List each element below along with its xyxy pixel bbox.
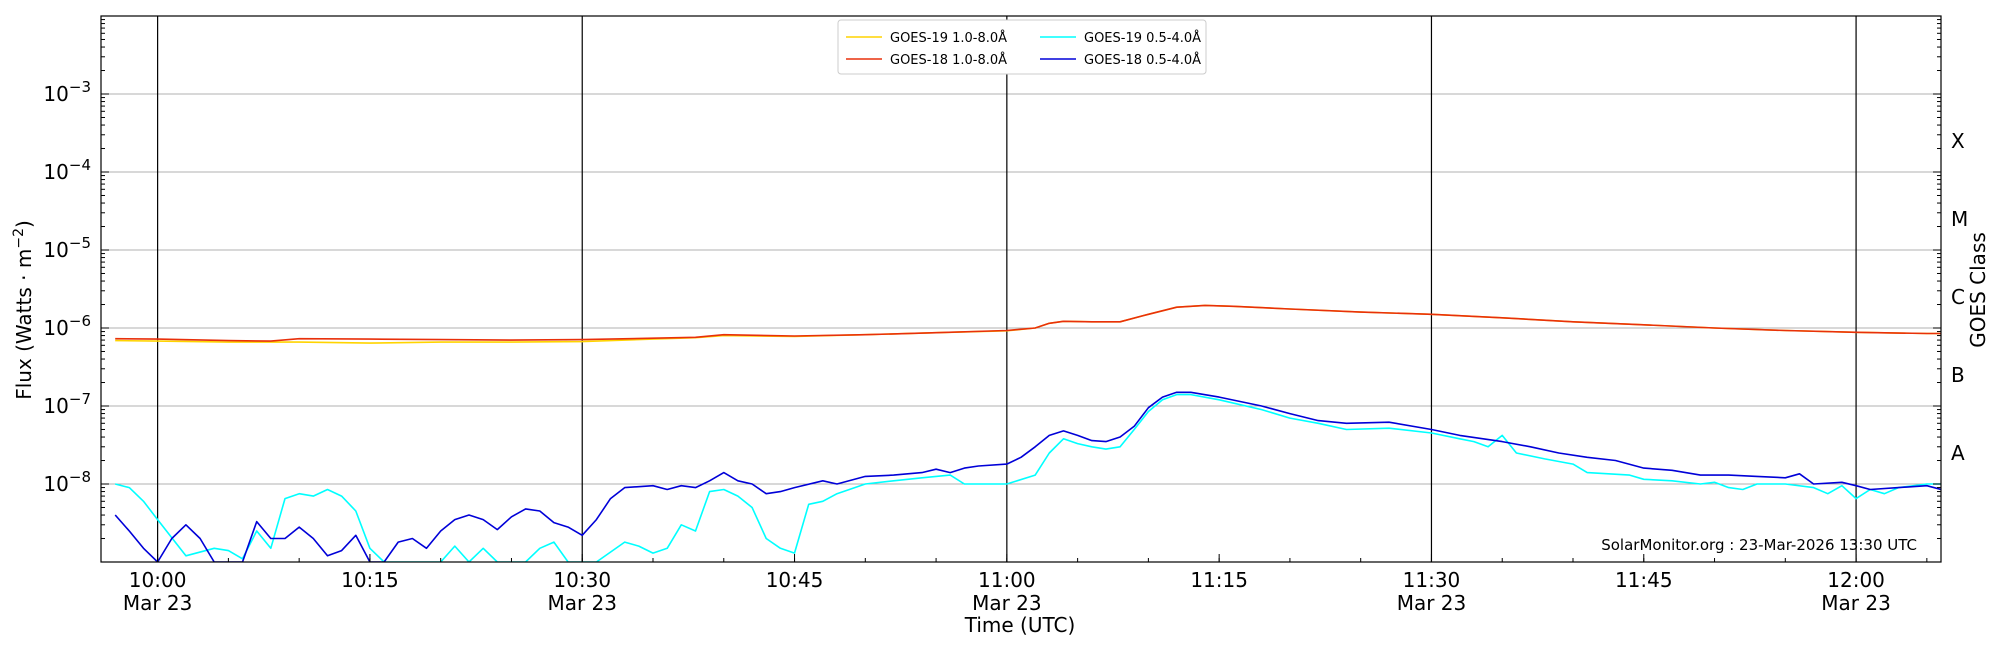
goes-class-label: C — [1951, 285, 1965, 309]
series-line-1 — [115, 304, 1941, 344]
x-tick-date-label: Mar 23 — [123, 591, 193, 615]
x-tick-date-label: Mar 23 — [972, 591, 1042, 615]
y-tick-label: 10−6 — [43, 312, 91, 340]
y-axis-title-exponent: −2 — [11, 228, 27, 249]
y-axis-title-main: Flux (Watts · m — [12, 249, 36, 400]
goes-class-label: M — [1951, 207, 1968, 231]
legend-label: GOES-19 0.5-4.0Å — [1084, 30, 1201, 46]
day-marker-lines — [157, 16, 1857, 562]
series-line-3 — [115, 393, 1941, 562]
legend: GOES-19 1.0-8.0Å GOES-18 1.0-8.0Å GOES-19 … — [837, 19, 1207, 75]
y-tick-label: 10−8 — [43, 468, 91, 496]
credit-text: SolarMonitor.org : 23-Mar-2026 13:30 UTC — [1601, 536, 1917, 554]
series-line-4 — [114, 391, 1941, 562]
goes-class-label: X — [1951, 129, 1965, 153]
legend-box — [837, 19, 1207, 75]
y-tick-exponent: −4 — [69, 156, 91, 174]
y-tick-base: 10 — [43, 238, 68, 262]
y-tick-base: 10 — [43, 316, 68, 340]
y-axis-title-close: ) — [12, 220, 36, 228]
x-tick-label: 10:45 — [766, 568, 824, 592]
plot-frame — [100, 15, 1942, 563]
x-tick-label: 11:30 — [1403, 568, 1461, 592]
y-tick-exponent: −6 — [69, 312, 91, 330]
y-tick-base: 10 — [43, 160, 68, 184]
y-tick-exponent: −5 — [69, 234, 91, 252]
y-tick-label: 10−3 — [43, 78, 91, 106]
y-tick-label: 10−5 — [43, 234, 91, 262]
y-tick-exponent: −3 — [69, 78, 91, 96]
x-axis-title: Time (UTC) — [964, 613, 1076, 637]
x-tick-date-label: Mar 23 — [1397, 591, 1467, 615]
series-line-2 — [115, 304, 1941, 342]
x-tick-label: 12:00 — [1827, 568, 1885, 592]
y-tick-base: 10 — [43, 82, 68, 106]
y-tick-label: 10−4 — [43, 156, 91, 184]
series-layer — [114, 304, 1941, 562]
y-tick-exponent: −8 — [69, 468, 91, 486]
goes-class-label: B — [1951, 363, 1965, 387]
y-tick-base: 10 — [43, 394, 68, 418]
x-tick-label: 10:15 — [341, 568, 399, 592]
x-tick-label: 11:00 — [978, 568, 1036, 592]
grid-layer — [101, 93, 1941, 485]
goes-class-label: A — [1951, 441, 1965, 465]
x-tick-date-label: Mar 23 — [1821, 591, 1891, 615]
x-tick-label: 11:45 — [1615, 568, 1673, 592]
x-tick-date-label: Mar 23 — [547, 591, 617, 615]
legend-label: GOES-18 1.0-8.0Å — [890, 52, 1007, 68]
y-axis-title: Flux (Watts · m−2) — [11, 220, 36, 400]
x-tick-label: 10:30 — [553, 568, 611, 592]
y-tick-base: 10 — [43, 472, 68, 496]
y-tick-label: 10−7 — [43, 390, 91, 418]
x-tick-label: 11:15 — [1190, 568, 1248, 592]
legend-label: GOES-19 1.0-8.0Å — [890, 30, 1007, 46]
goes-class-axis-title: GOES Class — [1966, 232, 1990, 348]
legend-label: GOES-18 0.5-4.0Å — [1084, 52, 1201, 68]
y-tick-exponent: −7 — [69, 390, 91, 408]
x-tick-label: 10:00 — [129, 568, 187, 592]
